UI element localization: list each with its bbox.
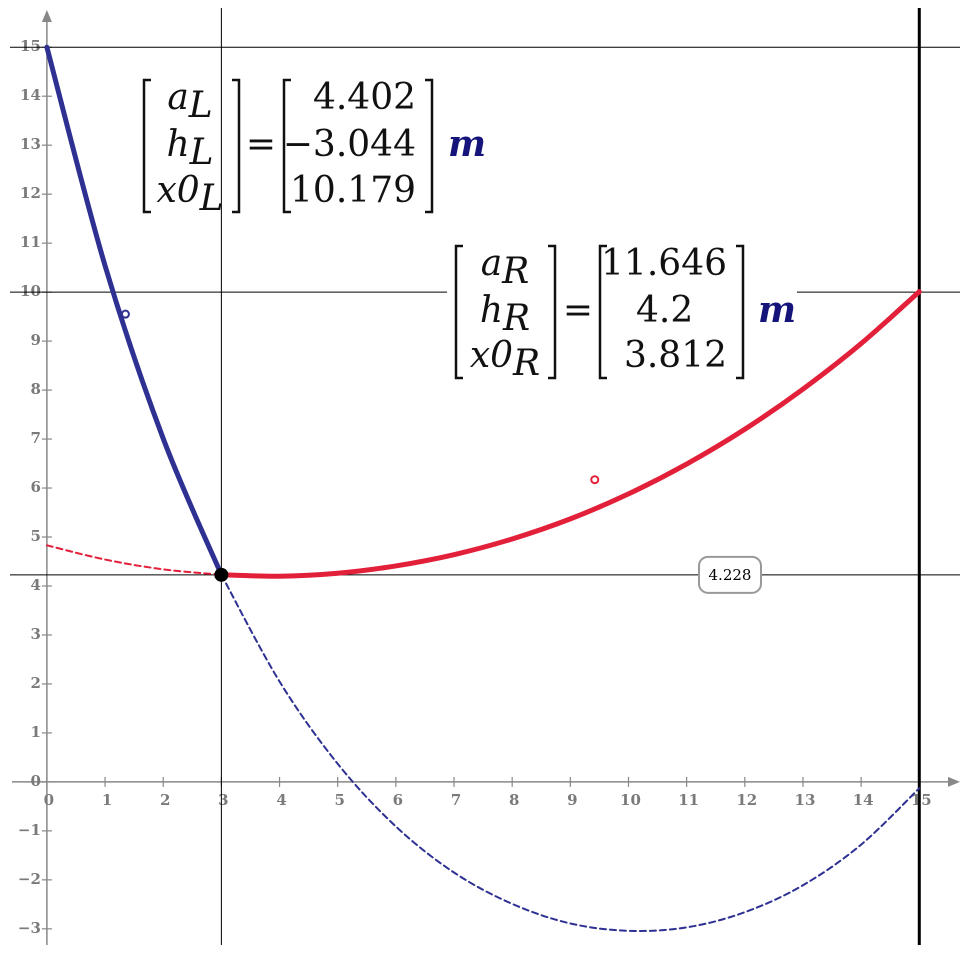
y-tick-label: 2 [30, 674, 40, 692]
x-tick-label: 12 [736, 791, 757, 809]
y-tick-label: 3 [30, 625, 40, 643]
y-tick-label: −3 [18, 919, 41, 937]
matrix-value: 11.646 [601, 243, 727, 284]
x-axis-arrow [948, 776, 960, 787]
handle-point [120, 309, 130, 319]
y-tick-label: 1 [30, 723, 40, 741]
curve [220, 573, 921, 932]
curve [45, 544, 223, 576]
matrix-lhs: x0L [156, 170, 223, 219]
y-axis-arrow [41, 10, 52, 22]
var-name: a [481, 243, 502, 284]
x-tick-label: 0 [44, 791, 54, 809]
y-tick-label: −1 [18, 821, 41, 839]
matrix-value: 3.812 [624, 335, 727, 376]
equals: = [246, 124, 276, 165]
matrix-value: 4.402 [313, 77, 416, 118]
plot-layer: 0 1 2 3 4 5 6 7 8 9 10 11 12 13 14 15−3−2−1012345678910… [10, 8, 960, 945]
x-tick-label: 11 [678, 791, 699, 809]
var-sub: R [501, 251, 529, 292]
bracket [425, 78, 434, 214]
bracket [736, 244, 745, 380]
intersection-point [214, 567, 229, 582]
x-tick-label: 15 [911, 791, 932, 809]
var-name: x0 [156, 170, 199, 211]
matrix-lhs: aL [167, 77, 212, 126]
y-tick-label: 8 [30, 380, 40, 398]
y-tick-label: 14 [20, 86, 41, 104]
matrix-lhs: aR [481, 243, 530, 292]
y-tick-label: 11 [20, 233, 41, 251]
y-tick-label: 0 [30, 772, 40, 790]
y-tick-label: 9 [30, 331, 40, 349]
var-sub: R [502, 298, 530, 339]
x-tick-label: 7 [451, 791, 461, 809]
var-sub: L [199, 178, 224, 219]
bracket [232, 78, 241, 214]
x-tick-label: 5 [334, 791, 344, 809]
unit: m [448, 123, 486, 165]
y-tick-label: 7 [30, 429, 40, 447]
x-tick-label: 14 [853, 791, 874, 809]
var-name: h [166, 124, 189, 165]
bracket [548, 244, 557, 380]
bracket [142, 78, 151, 214]
var-sub: L [189, 132, 214, 173]
bracket [282, 78, 291, 214]
var-name: a [167, 77, 188, 118]
x-tick-label: 3 [218, 791, 228, 809]
x-tick-label: 2 [160, 791, 170, 809]
matrix-value: 10.179 [290, 170, 416, 211]
y-tick-label: 5 [30, 527, 40, 545]
var-sub: R [512, 343, 540, 384]
matrix-background [447, 240, 797, 382]
matrix-lhs: hR [480, 290, 530, 339]
var-sub: L [188, 85, 213, 126]
x-tick-label: 9 [567, 791, 577, 809]
y-tick-label: 10 [20, 282, 41, 300]
equals: = [563, 290, 593, 331]
x-tick-label: 1 [102, 791, 112, 809]
y-tick-label: 13 [20, 135, 41, 153]
y-tick-label: −2 [18, 870, 41, 888]
matrix-lhs: hL [166, 124, 213, 173]
matrices: aL hL x0L = 4.402 −3.044 10.179 m aR hR … [142, 77, 797, 384]
matrix-value: −3.044 [283, 124, 416, 165]
x-tick-label: 13 [795, 791, 816, 809]
marker-label: 4.228 [709, 566, 752, 584]
y-tick-label: 6 [30, 478, 40, 496]
handle-point [590, 475, 600, 485]
bracket [454, 244, 463, 380]
x-tick-label: 6 [393, 791, 403, 809]
y-tick-label: 15 [20, 37, 41, 55]
bracket [598, 244, 607, 380]
var-name: x0 [470, 335, 513, 376]
unit: m [758, 289, 796, 331]
marker-label-box [698, 555, 762, 594]
y-tick-label: 12 [20, 184, 41, 202]
var-name: h [480, 290, 503, 331]
curve [44, 44, 224, 578]
curve [218, 289, 922, 579]
x-tick-label: 8 [509, 791, 519, 809]
x-tick-label: 4 [276, 791, 286, 809]
x-tick-label: 10 [620, 791, 641, 809]
matrix-lhs: x0R [470, 335, 540, 384]
matrix-value: 4.2 [636, 290, 693, 331]
y-tick-label: 4 [30, 576, 40, 594]
